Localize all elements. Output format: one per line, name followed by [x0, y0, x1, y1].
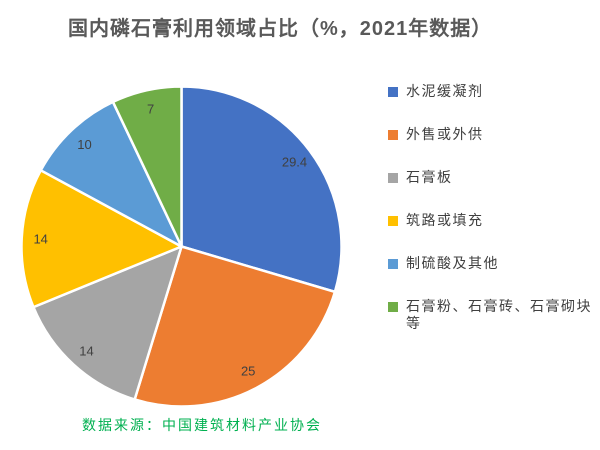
legend-item: 石膏板 [388, 169, 596, 186]
legend-swatch-icon [388, 86, 398, 97]
legend-label: 水泥缓凝剂 [406, 83, 484, 99]
legend-label: 制硫酸及其他 [406, 255, 499, 271]
legend-item: 水泥缓凝剂 [388, 83, 596, 100]
pie-slice-6 [111, 85, 183, 248]
pie-slice-2 [133, 245, 337, 408]
pie-slice-5 [39, 100, 183, 248]
legend: 水泥缓凝剂外售或外供石膏板筑路或填充制硫酸及其他石膏粉、石膏砖、石膏砌块等 [388, 83, 596, 358]
legend-item: 筑路或填充 [388, 212, 596, 229]
pie-data-label: 25 [241, 363, 255, 378]
pie-data-label: 10 [77, 137, 91, 152]
chart-title: 国内磷石膏利用领域占比（%，2021年数据） [68, 18, 493, 40]
legend-label: 筑路或填充 [406, 212, 484, 228]
legend-item: 外售或外供 [388, 126, 596, 143]
legend-label: 石膏板 [406, 169, 453, 185]
pie-data-label: 7 [147, 101, 154, 116]
pie-slice-4 [20, 169, 183, 309]
legend-label: 外售或外供 [406, 126, 484, 142]
legend-swatch-icon [388, 215, 398, 226]
legend-item: 石膏粉、石膏砖、石膏砌块等 [388, 298, 596, 332]
pie-slice-3 [32, 245, 183, 401]
pie-data-label: 14 [79, 343, 93, 358]
pie-data-label: 29.4 [282, 155, 307, 170]
legend-label: 石膏粉、石膏砖、石膏砌块等 [406, 298, 592, 331]
legend-swatch-icon [388, 301, 398, 312]
legend-item: 制硫酸及其他 [388, 255, 596, 272]
pie-slice-1 [180, 85, 343, 294]
legend-swatch-icon [388, 172, 398, 183]
source-note: 数据来源：中国建筑材料产业协会 [82, 417, 322, 433]
legend-swatch-icon [388, 129, 398, 140]
legend-swatch-icon [388, 258, 398, 269]
pie-data-label: 14 [33, 231, 47, 246]
